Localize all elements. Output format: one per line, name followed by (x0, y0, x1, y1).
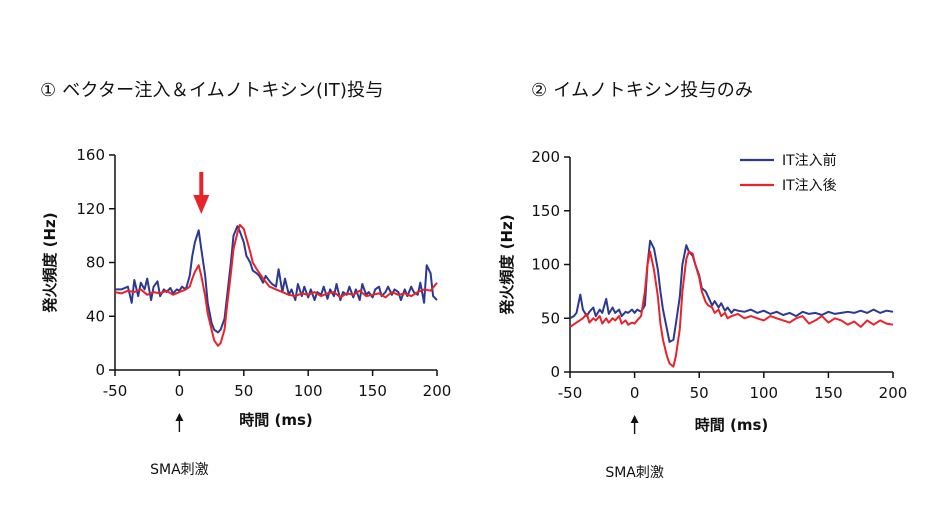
left-highlight-arrow-head (193, 195, 210, 214)
chart-title-right: ② イムノトキシン投与のみ (531, 80, 754, 101)
right-y-tick-label: 0 (550, 363, 560, 381)
left-series-line-1 (114, 223, 438, 347)
right-stimulus-arrow-head (630, 415, 639, 423)
right-series-line-0 (569, 239, 894, 343)
left-y-axis-label: 発火頻度 (Hz) (41, 212, 59, 313)
right-y-tick-label: 200 (531, 148, 560, 166)
left-x-tick-label: 200 (423, 382, 452, 400)
left-stimulus-label: SMA刺激 (150, 461, 209, 478)
right-y-tick-label: 150 (531, 202, 560, 220)
left-series-line-0 (115, 225, 438, 334)
left-y-tick-label: 160 (76, 146, 105, 164)
left-x-tick-label: 150 (358, 382, 387, 400)
right-stimulus-label: SMA刺激 (605, 464, 664, 481)
right-x-tick-label: 0 (630, 384, 640, 402)
left-y-tick-label: 80 (86, 254, 105, 272)
right-y-tick-label: 100 (531, 256, 560, 274)
right-x-tick-label: 200 (879, 384, 908, 402)
left-highlight-arrow-shaft (199, 172, 204, 197)
left-x-tick-label: -50 (103, 382, 128, 400)
left-x-tick-label: 100 (294, 382, 323, 400)
left-stimulus-arrow-head (175, 413, 184, 421)
right-x-axis-label: 時間 (ms) (695, 416, 769, 434)
right-series-line-1 (569, 250, 894, 368)
left-x-axis-label: 時間 (ms) (239, 411, 313, 429)
right-legend-label-0: IT注入前 (782, 152, 837, 169)
right-x-tick-label: 150 (814, 384, 843, 402)
right-x-tick-label: 50 (690, 384, 709, 402)
chart-title-left: ① ベクター注入＆イムノトキシン(IT)投与 (40, 80, 384, 101)
right-y-tick-label: 50 (541, 309, 560, 327)
left-x-tick-label: 0 (175, 382, 185, 400)
right-legend-label-1: IT注入後 (782, 178, 837, 194)
left-y-tick-label: 120 (76, 200, 105, 218)
left-y-tick-label: 0 (95, 361, 105, 379)
right-y-axis-label: 発火頻度 (Hz) (498, 214, 516, 315)
left-x-tick-label: 50 (234, 382, 253, 400)
right-x-tick-label: -50 (558, 384, 583, 402)
left-y-tick-label: 40 (86, 307, 105, 325)
right-x-tick-label: 100 (749, 384, 778, 402)
